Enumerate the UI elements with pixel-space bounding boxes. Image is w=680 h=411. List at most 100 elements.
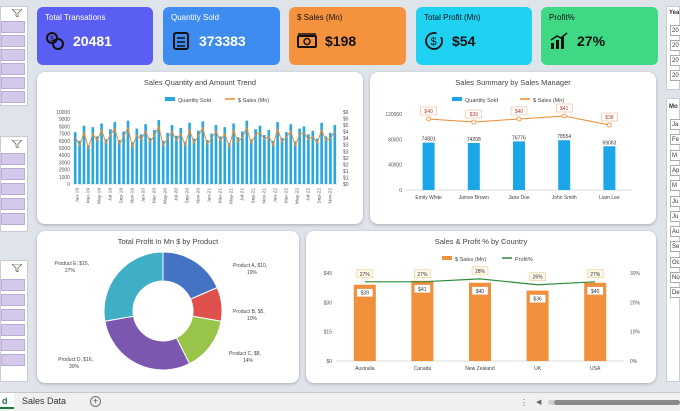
slicer-item[interactable] <box>1 153 25 165</box>
y-tick-label: $45 <box>324 271 333 277</box>
quantity-bar <box>166 132 169 184</box>
month-item[interactable]: Ja <box>670 119 680 130</box>
quantity-bar <box>144 124 147 184</box>
month-item[interactable]: Au <box>670 226 680 238</box>
year-item[interactable]: 20 <box>670 25 680 36</box>
donut-slice <box>103 251 164 322</box>
slicer-item[interactable] <box>1 339 25 351</box>
slicer-item[interactable] <box>1 198 25 210</box>
tab-dashboard[interactable]: d <box>0 393 14 409</box>
donut-slice <box>104 315 191 371</box>
month-item[interactable]: Ju <box>670 210 680 222</box>
y2-tick-label: 10% <box>630 330 641 336</box>
line-data-label: $39 <box>470 112 479 118</box>
slicer-item[interactable] <box>1 213 25 225</box>
month-item[interactable]: Ju <box>670 195 680 207</box>
slicer-item[interactable] <box>1 77 25 89</box>
x-tick-label: Liam Lee <box>599 195 620 201</box>
kpi-value: $198 <box>325 33 357 49</box>
quantity-bar <box>95 136 99 184</box>
month-item[interactable]: Se <box>670 241 680 253</box>
year-item[interactable]: 20 <box>670 40 680 51</box>
slicer-item[interactable] <box>1 49 25 61</box>
kpi-value: 373383 <box>199 33 246 49</box>
slicer-item[interactable] <box>1 324 25 336</box>
chart-title: Sales Quantity and Amount Trend <box>143 78 257 87</box>
bar-data-label: 69063 <box>602 140 616 146</box>
legend-swatch <box>165 97 175 101</box>
scroll-left-arrow[interactable]: ◀ <box>536 399 542 406</box>
year-item[interactable]: 20 <box>670 70 680 81</box>
line-data-label: 26% <box>533 275 544 281</box>
line-marker <box>516 116 522 122</box>
slicer-item[interactable] <box>1 183 25 195</box>
line-marker <box>471 119 477 125</box>
slicer-item[interactable] <box>1 35 25 47</box>
left-slicer-1 <box>0 6 28 106</box>
kpi-label: Total Transations <box>45 13 106 22</box>
x-tick-label: May-22 <box>295 188 301 204</box>
year-item[interactable]: 20 <box>670 55 680 66</box>
year-slicer-title: Yea <box>669 10 680 16</box>
y-tick-label: $30 <box>324 300 333 306</box>
y2-tick-label: 30% <box>630 271 641 277</box>
y-tick-label: 0 <box>67 182 70 188</box>
month-item[interactable]: De <box>670 287 680 299</box>
month-item[interactable]: Oc <box>670 256 680 268</box>
bar-data-label: 74801 <box>422 137 436 143</box>
quantity-bar <box>241 131 244 184</box>
legend-label: Quantity Sold <box>465 98 498 104</box>
bar-data-label: 76776 <box>512 135 526 141</box>
add-sheet-button[interactable]: + <box>90 396 101 407</box>
profit-by-product-chart: Product A, $10, 19% Product B, $5, 10% Produ… <box>55 251 267 371</box>
tab-sales-data[interactable]: Sales Data <box>16 393 72 409</box>
ledger-icon <box>173 32 189 50</box>
scrollbar-thumb[interactable] <box>554 400 680 405</box>
quantity-bar <box>175 135 178 184</box>
month-item[interactable]: M <box>670 180 680 192</box>
x-tick-label: Jan-22 <box>273 188 279 203</box>
month-item[interactable]: Fe <box>670 134 680 146</box>
manager-bar <box>603 146 616 190</box>
filter-icon[interactable] <box>12 9 22 17</box>
y-tick-label: 80000 <box>388 137 402 143</box>
y-tick-label: 9000 <box>59 117 70 123</box>
y2-tick-label: $3 <box>343 143 349 149</box>
slicer-item[interactable] <box>1 279 25 291</box>
slicer-item[interactable] <box>1 309 25 321</box>
line-label-box <box>529 272 546 281</box>
x-tick-label: Jul-19 <box>108 188 114 201</box>
quantity-bar <box>271 140 275 184</box>
x-tick-label: Australia <box>355 366 375 372</box>
slicer-item[interactable] <box>1 63 25 75</box>
quantity-bar <box>188 122 191 184</box>
country-bar <box>411 280 434 361</box>
slicer-item[interactable] <box>1 168 25 180</box>
quantity-bar <box>139 134 143 184</box>
x-tick-label: Mar-20 <box>152 188 158 204</box>
line-label-box <box>601 112 618 122</box>
slicer-item[interactable] <box>1 21 25 33</box>
quantity-bar <box>104 139 108 184</box>
quantity-bar <box>179 127 183 184</box>
month-item[interactable]: No <box>670 272 680 283</box>
filter-icon[interactable] <box>12 264 22 272</box>
slicer-item[interactable] <box>1 294 25 306</box>
slicer-item[interactable] <box>1 91 25 103</box>
slicer-item[interactable] <box>1 354 25 366</box>
bar-data-label: 74208 <box>467 137 481 143</box>
horizontal-scrollbar[interactable] <box>548 400 680 405</box>
y-tick-label: 2000 <box>59 168 70 174</box>
month-slicer: Mo Ja Fe M Ap M Ju Ju Au Se Oc No De <box>666 98 680 382</box>
quantity-bar <box>170 124 174 184</box>
slice-data-label: Product C, $8, 14% <box>229 351 261 364</box>
filter-icon[interactable] <box>12 140 22 148</box>
sales-trend-chart: Quantity Sold $ Sales (Mn)100009000800070… <box>56 97 349 204</box>
quantity-bar <box>157 119 161 184</box>
quantity-bar <box>197 130 200 184</box>
y-tick-label: 8000 <box>59 124 70 130</box>
bar-label-box <box>529 294 546 303</box>
kpi-label: Quantity Sold <box>171 13 220 22</box>
month-item[interactable]: Ap <box>670 164 680 176</box>
month-item[interactable]: M <box>670 149 680 161</box>
